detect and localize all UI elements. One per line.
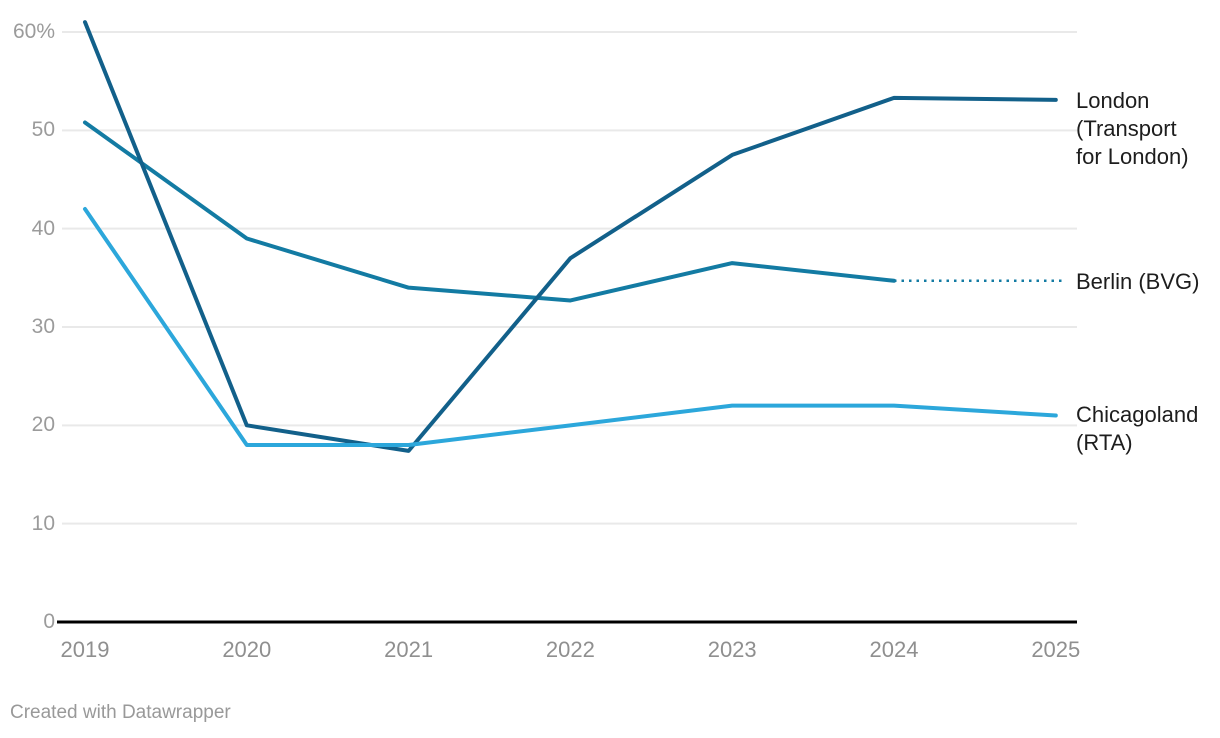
- series-label-chicagoland: Chicagoland (RTA): [1076, 401, 1198, 457]
- series-label-berlin: Berlin (BVG): [1076, 268, 1199, 296]
- series-label-line: London: [1076, 88, 1150, 113]
- x-tick-label: 2023: [707, 637, 757, 662]
- series-label-line: for London): [1076, 144, 1189, 169]
- x-tick-label: 2020: [222, 637, 272, 662]
- x-tick-label: 2022: [545, 637, 595, 662]
- y-tick-label: 40: [31, 216, 55, 240]
- x-tick-label: 2025: [1031, 637, 1081, 662]
- datawrapper-attribution-link[interactable]: Created with Datawrapper: [10, 702, 231, 723]
- y-tick-label: 30: [31, 315, 55, 338]
- y-tick-label: 50: [31, 118, 55, 142]
- series-label-london: London (Transport for London): [1076, 87, 1189, 171]
- series-label-line: Berlin (BVG): [1076, 269, 1200, 294]
- y-tick-label: 60%: [12, 20, 55, 43]
- line-berlin: [83, 120, 896, 303]
- line-london: [83, 20, 1058, 453]
- series-label-line: (Transport: [1076, 116, 1177, 141]
- y-tick-label: 0: [43, 610, 55, 633]
- x-tick-label: 2021: [384, 637, 434, 662]
- x-tick-label: 2019: [60, 637, 110, 662]
- x-tick-label: 2024: [869, 637, 919, 662]
- series-label-line: (RTA): [1076, 430, 1133, 455]
- y-tick-label: 10: [31, 511, 55, 535]
- y-tick-label: 20: [31, 413, 55, 437]
- series-label-line: Chicagoland: [1076, 402, 1199, 427]
- line-chicagoland: [83, 207, 1058, 447]
